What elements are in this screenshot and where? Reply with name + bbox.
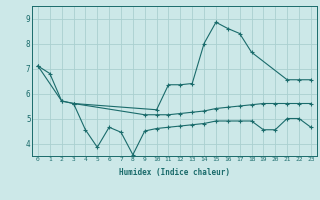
X-axis label: Humidex (Indice chaleur): Humidex (Indice chaleur) <box>119 168 230 177</box>
